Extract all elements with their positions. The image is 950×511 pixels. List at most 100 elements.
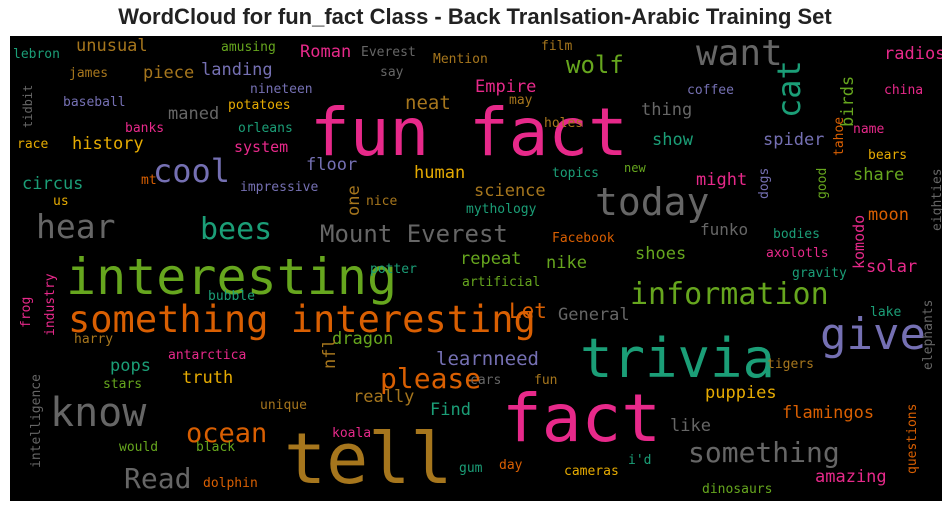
word: race	[17, 137, 49, 152]
word: Empire	[475, 77, 537, 97]
word: really	[353, 387, 415, 407]
word: name	[853, 122, 885, 137]
word: industry	[43, 273, 58, 336]
word: one	[344, 185, 364, 216]
word: dolphin	[203, 476, 258, 491]
word: please	[380, 362, 482, 395]
word: mt	[141, 173, 157, 188]
figure-title: WordCloud for fun_fact Class - Back Tran…	[118, 4, 832, 29]
word: shoes	[635, 244, 687, 264]
word: i'd	[628, 453, 652, 468]
word: mythology	[466, 202, 537, 217]
word-cloud: fun fact tell fact trivia interesting so…	[10, 36, 942, 501]
word: fun	[534, 373, 558, 388]
word: nike	[546, 253, 587, 273]
word: would	[119, 440, 159, 455]
word: impressive	[240, 180, 319, 195]
word: cameras	[564, 464, 619, 479]
word: komodo	[850, 214, 868, 269]
word: science	[474, 181, 546, 201]
word: want	[696, 36, 783, 74]
word: tigers	[767, 357, 814, 372]
word: like	[670, 416, 711, 436]
word: wolf	[566, 51, 624, 79]
word: human	[414, 163, 466, 183]
word: give	[820, 309, 926, 360]
word: fun fact	[310, 94, 628, 171]
word: ocean	[186, 418, 268, 449]
word: repeat	[460, 249, 522, 269]
word: new	[624, 161, 646, 175]
word: frog	[19, 296, 34, 328]
word: coffee	[687, 83, 734, 98]
word: nfl	[320, 338, 340, 369]
word: bubble	[208, 289, 255, 304]
word: history	[72, 134, 144, 154]
word: gum	[459, 461, 483, 476]
word: Read	[124, 462, 192, 495]
word: might	[696, 170, 748, 190]
word: puppies	[705, 383, 777, 403]
word: potatoes	[228, 98, 291, 113]
word: something	[688, 436, 840, 469]
word: banks	[125, 121, 165, 136]
word: fact	[502, 380, 661, 457]
word: dogs	[757, 167, 772, 199]
word: cat	[770, 60, 808, 118]
word: system	[234, 138, 289, 156]
word: questions	[905, 403, 920, 474]
word: artificial	[462, 275, 541, 290]
word: Roman	[300, 42, 352, 62]
word: bees	[200, 212, 273, 247]
word: Find	[430, 400, 471, 420]
word: nice	[366, 194, 398, 209]
word: black	[196, 440, 236, 455]
word: china	[884, 83, 924, 98]
word: amazing	[815, 467, 887, 487]
word: harry	[74, 332, 114, 347]
word: thing	[641, 100, 693, 120]
word: nineteen	[250, 82, 313, 97]
word: show	[652, 130, 693, 150]
word: james	[69, 66, 109, 81]
word: truth	[182, 368, 234, 388]
word: solar	[866, 257, 918, 277]
word: spider	[763, 130, 825, 150]
word: learnneed	[436, 348, 539, 370]
word: say	[380, 65, 404, 80]
word: floor	[306, 155, 358, 175]
word: maned	[168, 104, 220, 124]
word: neat	[405, 92, 451, 114]
word: General	[558, 305, 630, 325]
word: koala	[332, 426, 372, 441]
word: unique	[260, 398, 307, 413]
word: know	[50, 390, 147, 436]
word: lebron	[13, 47, 60, 62]
word: pops	[110, 356, 151, 376]
word: share	[853, 165, 905, 185]
word: potter	[370, 262, 417, 277]
word: unusual	[76, 36, 148, 56]
word: landing	[201, 60, 273, 80]
word: dragon	[332, 329, 394, 349]
word: piece	[143, 63, 195, 83]
word: dinosaurs	[702, 482, 773, 497]
word: film	[541, 39, 573, 54]
word: funko	[700, 220, 749, 239]
word: good	[815, 167, 830, 199]
word: Mount Everest	[320, 220, 508, 248]
word: cool	[153, 152, 231, 190]
word: axolotls	[766, 246, 829, 261]
word: day	[499, 458, 523, 473]
word: cars	[470, 373, 502, 388]
word: gravity	[792, 266, 847, 281]
word: tell	[284, 418, 453, 500]
word: eighties	[930, 168, 942, 231]
word: today	[595, 180, 710, 224]
word: Let	[509, 299, 547, 323]
word: baseball	[63, 95, 126, 110]
word: holes	[544, 116, 584, 131]
word: antarctica	[168, 348, 247, 363]
word: amusing	[221, 40, 276, 55]
word: intelligence	[29, 374, 44, 468]
